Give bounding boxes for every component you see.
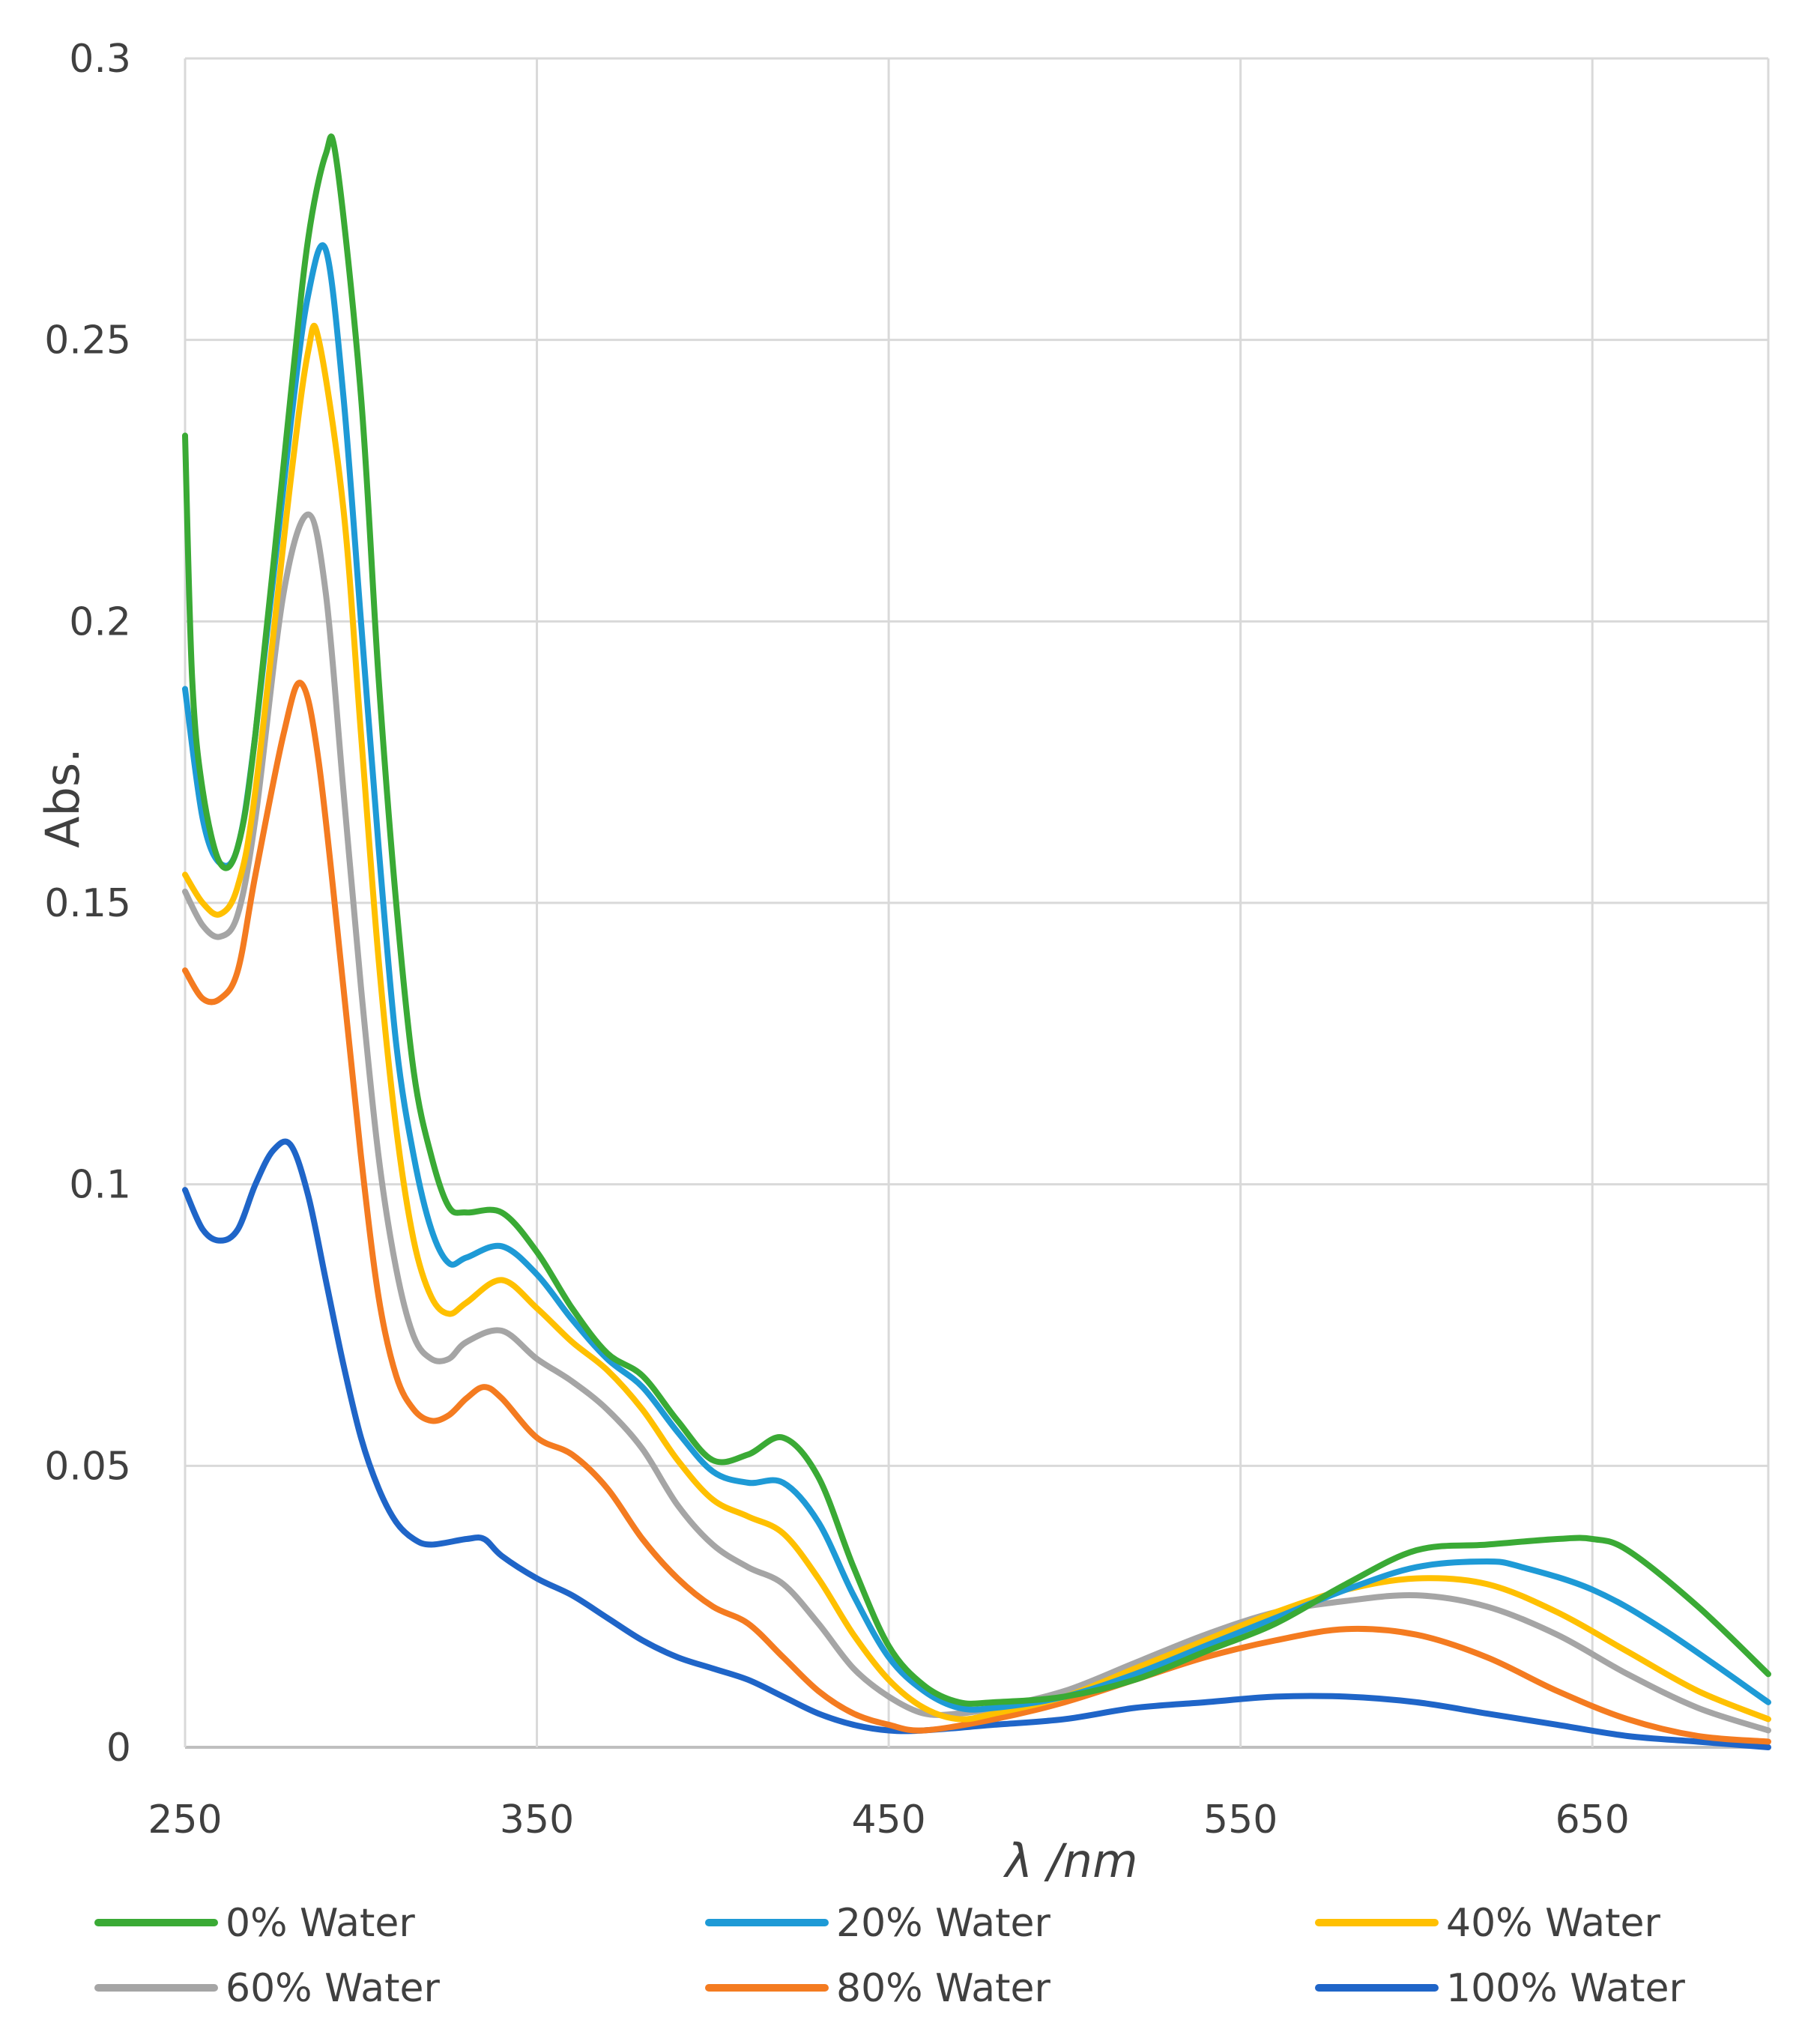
y-tick-label: 0.2	[69, 599, 131, 644]
x-tick-label: 450	[851, 1797, 925, 1842]
x-tick-labels: 250 350 450 550 650	[148, 1797, 1629, 1842]
legend-item: 20% Water	[705, 1901, 1050, 1946]
legend-label: 60% Water	[226, 1966, 440, 2011]
legend-label: 80% Water	[836, 1966, 1050, 2011]
series-lines	[182, 133, 1771, 1750]
y-tick-label: 0	[106, 1726, 131, 1771]
x-tick-label: 350	[500, 1797, 574, 1842]
legend-label: 100% Water	[1446, 1966, 1686, 2011]
y-axis-label: Abs.	[35, 748, 90, 848]
series-line-100-percent-water	[182, 1138, 1771, 1750]
gridlines	[184, 57, 1770, 1749]
y-tick-label: 0.25	[44, 318, 131, 363]
y-tick-labels: 0 0.05 0.1 0.15 0.2 0.25 0.3	[44, 37, 131, 1771]
series-line-0-percent-water	[182, 133, 1771, 1707]
legend-item: 0% Water	[94, 1901, 415, 1946]
x-tick-label: 250	[148, 1797, 222, 1842]
legend: 0% Water 20% Water 40% Water 60% Water 80% W…	[94, 1901, 1686, 2011]
x-tick-label: 650	[1555, 1797, 1630, 1842]
legend-label: 0% Water	[226, 1901, 415, 1946]
y-tick-label: 0.05	[44, 1444, 131, 1489]
legend-item: 60% Water	[94, 1966, 440, 2011]
legend-label: 20% Water	[836, 1901, 1050, 1946]
series-line-80-percent-water	[182, 680, 1771, 1745]
legend-item: 100% Water	[1315, 1966, 1686, 2011]
x-axis-label: λ /nm	[1003, 1833, 1138, 1888]
legend-item: 80% Water	[705, 1966, 1050, 2011]
legend-item: 40% Water	[1315, 1901, 1660, 1946]
x-tick-label: 550	[1203, 1797, 1278, 1842]
legend-label: 40% Water	[1446, 1901, 1660, 1946]
y-tick-label: 0.1	[69, 1163, 131, 1208]
series-line-20-percent-water	[182, 242, 1771, 1713]
series-line-40-percent-water	[182, 322, 1771, 1723]
y-tick-label: 0.15	[44, 881, 131, 926]
y-tick-label: 0.3	[69, 37, 131, 82]
